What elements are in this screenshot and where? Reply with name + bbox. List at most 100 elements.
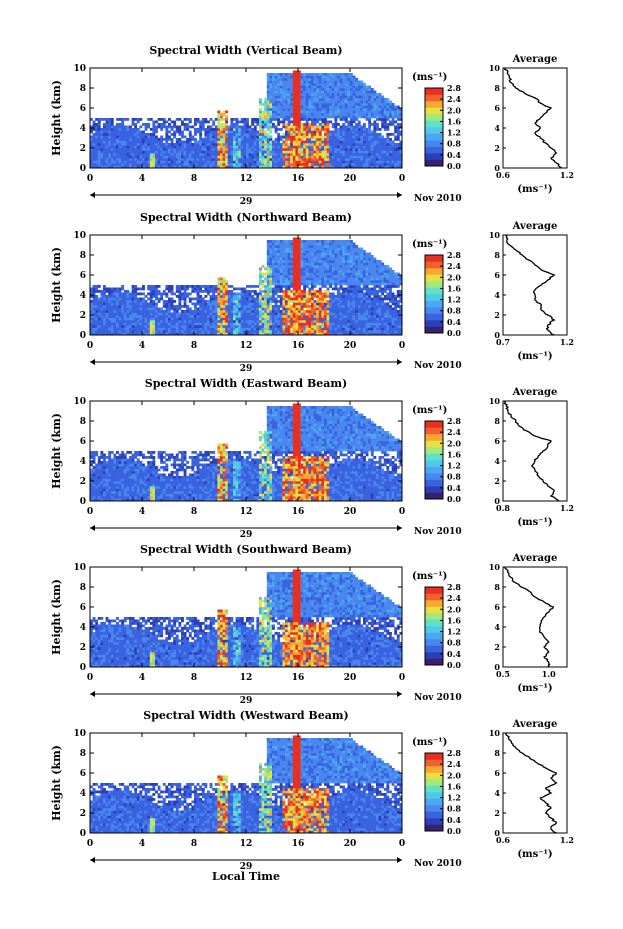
- heatmap-cell: [227, 163, 231, 166]
- heatmap-cell: [199, 285, 203, 288]
- heatmap-cell: [303, 163, 307, 166]
- heatmap-cell: [227, 317, 231, 321]
- heatmap-cell: [308, 135, 312, 139]
- heatmap-cell: [95, 320, 99, 323]
- heatmap-cell: [147, 158, 151, 161]
- heatmap-cell: [100, 118, 104, 121]
- heatmap-cell: [381, 145, 385, 149]
- heatmap-cell: [118, 317, 122, 321]
- heatmap-cell: [347, 130, 351, 134]
- heatmap-cell: [305, 90, 309, 94]
- heatmap-cell: [326, 73, 330, 76]
- heatmap-cell: [264, 295, 268, 298]
- heatmap-cell: [227, 145, 231, 149]
- heatmap-cell: [118, 163, 122, 166]
- heatmap-cell: [178, 143, 182, 146]
- heatmap-cell: [347, 78, 351, 81]
- heatmap-cell: [186, 332, 190, 336]
- heatmap-cell: [261, 275, 265, 278]
- heatmap-cell: [298, 292, 301, 296]
- heatmap-cell: [376, 138, 379, 141]
- heatmap-cell: [243, 330, 247, 333]
- heatmap-cell: [308, 315, 312, 318]
- heatmap-cell: [274, 108, 278, 111]
- heatmap-cell: [365, 158, 369, 161]
- heatmap-cell: [126, 155, 130, 159]
- heatmap-cell: [290, 242, 294, 246]
- heatmap-cell: [209, 148, 213, 151]
- heatmap-cell: [194, 290, 197, 293]
- heatmap-cell: [373, 138, 377, 141]
- heatmap-cell: [368, 133, 372, 136]
- heatmap-cell: [230, 158, 234, 161]
- heatmap-cell: [378, 108, 382, 111]
- heatmap-cell: [110, 155, 114, 159]
- heatmap-cell: [290, 145, 294, 149]
- heatmap-cell: [266, 282, 270, 286]
- heatmap-cell: [103, 140, 106, 144]
- heatmap-cell: [222, 125, 226, 129]
- heatmap-cell: [178, 297, 182, 301]
- heatmap-cell: [256, 312, 260, 316]
- heatmap-cell: [350, 73, 353, 76]
- heatmap-cell: [186, 128, 190, 131]
- colorbar-segment: [425, 101, 443, 108]
- heatmap-cell: [155, 312, 158, 316]
- heatmap-cell: [253, 292, 257, 296]
- heatmap-cell: [285, 113, 288, 116]
- heatmap-cell: [152, 285, 156, 288]
- heatmap-cell: [287, 90, 291, 94]
- heatmap-cell: [194, 155, 197, 159]
- heatmap-cell: [274, 305, 278, 308]
- heatmap-cell: [168, 150, 171, 154]
- heatmap-cell: [188, 158, 192, 161]
- heatmap-cell: [220, 148, 223, 151]
- heatmap-cell: [399, 160, 403, 164]
- heatmap-cell: [144, 135, 148, 139]
- heatmap-cell: [298, 165, 301, 169]
- heatmap-cell: [238, 150, 242, 154]
- heatmap-cell: [305, 140, 309, 144]
- heatmap-cell: [214, 150, 218, 154]
- heatmap-cell: [298, 260, 301, 263]
- heatmap-cell: [121, 165, 125, 169]
- heatmap-cell: [204, 325, 208, 328]
- heatmap-cell: [279, 83, 283, 86]
- heatmap-cell: [165, 292, 169, 296]
- profile-x-tick-label: 0.6: [496, 170, 510, 180]
- heatmap-cell: [321, 103, 325, 106]
- heatmap-cell: [381, 120, 385, 124]
- heatmap-cell: [378, 93, 382, 96]
- heatmap-cell: [285, 125, 288, 129]
- heatmap-cell: [373, 160, 377, 164]
- heatmap-cell: [300, 312, 304, 316]
- heatmap-cell: [326, 160, 330, 164]
- heatmap-cell: [207, 305, 210, 308]
- heatmap-cell: [298, 85, 301, 89]
- heatmap-cell: [264, 290, 268, 293]
- heatmap-cell: [373, 148, 377, 151]
- heatmap-cell: [222, 158, 226, 161]
- heatmap-cell: [295, 98, 299, 101]
- heatmap-cell: [90, 312, 93, 316]
- heatmap-cell: [313, 75, 317, 79]
- heatmap-cell: [337, 80, 340, 84]
- heatmap-cell: [168, 285, 171, 288]
- heatmap-cell: [110, 140, 114, 144]
- heatmap-cell: [378, 155, 382, 159]
- heatmap-cell: [243, 160, 247, 164]
- heatmap-cell: [123, 292, 127, 296]
- heatmap-cell: [108, 160, 112, 164]
- heatmap-cell: [303, 250, 307, 253]
- heatmap-cell: [337, 153, 340, 156]
- heatmap-cell: [248, 325, 252, 328]
- heatmap-cell: [344, 138, 348, 141]
- heatmap-cell: [227, 285, 231, 288]
- heatmap-cell: [399, 130, 403, 134]
- heatmap-cell: [360, 128, 364, 131]
- heatmap-cell: [287, 245, 291, 248]
- heatmap-cell: [295, 80, 299, 84]
- heatmap-cell: [298, 73, 301, 76]
- heatmap-cell: [233, 300, 236, 303]
- heatmap-cell: [365, 148, 369, 151]
